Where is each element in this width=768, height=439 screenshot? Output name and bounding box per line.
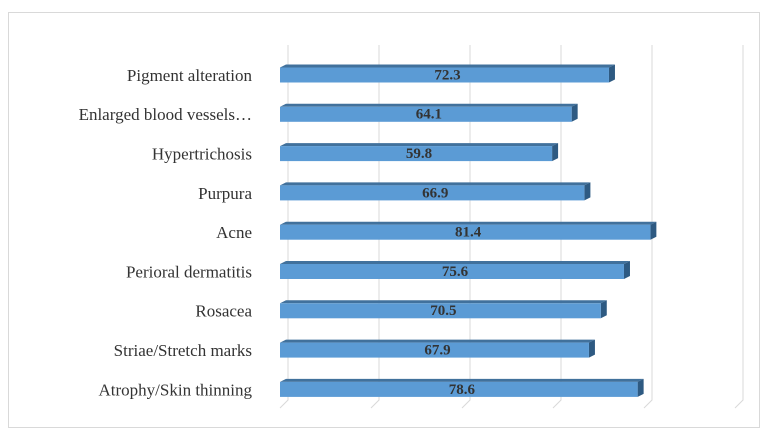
- grid-line: [461, 45, 471, 409]
- grid-line: [552, 45, 562, 409]
- bar: [280, 146, 553, 162]
- bar-side: [584, 182, 591, 201]
- bar: [280, 185, 585, 201]
- bar-top: [280, 64, 615, 68]
- category-label: Hypertrichosis: [152, 145, 252, 164]
- bar: [280, 224, 651, 240]
- value-label: 81.4: [455, 225, 482, 241]
- value-label: 72.3: [434, 67, 460, 83]
- value-label: 64.1: [416, 107, 442, 123]
- bar-side: [600, 300, 607, 319]
- value-label: 66.9: [422, 185, 448, 201]
- bar-top: [280, 378, 644, 382]
- grid-line: [734, 45, 744, 409]
- bar-top: [280, 182, 591, 186]
- bar-top: [280, 300, 607, 304]
- bar-side: [608, 64, 615, 83]
- bar: [280, 342, 589, 358]
- bar-top: [280, 261, 630, 264]
- bar-side: [650, 221, 657, 240]
- bar: [280, 264, 624, 279]
- bar: [280, 381, 638, 397]
- bar-side: [623, 261, 630, 279]
- category-label: Enlarged blood vessels…: [79, 105, 252, 124]
- bar-side: [588, 339, 595, 358]
- bar-side: [637, 378, 644, 397]
- bar-top: [280, 339, 595, 343]
- bar-top: [280, 103, 578, 107]
- bar-side: [571, 103, 578, 122]
- value-label: 70.5: [430, 303, 456, 319]
- category-label: Striae/Stretch marks: [114, 341, 252, 360]
- bar: [280, 106, 572, 122]
- category-label: Acne: [216, 223, 252, 242]
- category-label: Pigment alteration: [127, 66, 253, 85]
- bar-top: [280, 221, 657, 225]
- value-label: 78.6: [449, 382, 476, 398]
- value-label: 67.9: [424, 343, 450, 359]
- category-label: Rosacea: [195, 302, 252, 321]
- bar: [280, 67, 609, 83]
- grid-line: [643, 45, 653, 409]
- category-label: Perioral dermatitis: [126, 262, 252, 281]
- bar: [280, 303, 601, 319]
- bar-top: [280, 143, 559, 147]
- value-label: 75.6: [442, 264, 469, 280]
- category-label: Atrophy/Skin thinning: [99, 380, 253, 399]
- category-label: Purpura: [198, 184, 252, 203]
- grid-line: [279, 45, 289, 409]
- value-label: 59.8: [406, 146, 432, 162]
- grid-line: [370, 45, 380, 409]
- bar-side: [552, 143, 559, 162]
